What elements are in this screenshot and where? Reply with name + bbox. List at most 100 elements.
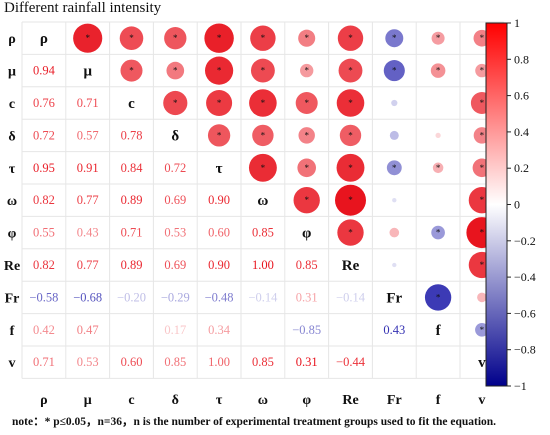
corr-value-f-rho: 0.42	[33, 323, 55, 337]
footnote: note：* p≤0.05，n=36，n is the number of ex…	[12, 416, 497, 428]
corr-value-phi-omega: 0.85	[252, 226, 274, 240]
corr-circle-tau-f	[432, 162, 444, 174]
corr-value-phi-tau: 0.60	[208, 226, 230, 240]
corr-value-v-tau: 1.00	[208, 355, 230, 369]
significance-marker: *	[436, 163, 441, 173]
corr-circle-tau-re	[336, 153, 365, 182]
corr-circle-mu-phi	[300, 63, 314, 78]
corr-value-delta-mu: 0.57	[77, 128, 99, 142]
significance-marker: *	[480, 195, 485, 205]
corr-circle-mu-c	[120, 59, 143, 82]
corr-value-v-rho: 0.71	[33, 355, 55, 369]
row-label-v: v	[9, 356, 16, 371]
significance-marker: *	[392, 33, 397, 43]
significance-marker: *	[348, 228, 353, 238]
corr-circle-delta-re	[339, 124, 362, 147]
corr-circle-omega-phi	[293, 187, 320, 214]
colorbar-tick-label: 0.8	[514, 52, 529, 66]
significance-marker: *	[261, 33, 266, 43]
corr-value-re-tau: 0.90	[208, 258, 230, 272]
significance-marker: *	[480, 163, 485, 173]
significance-marker: *	[348, 66, 353, 76]
corr-circle-delta-omega	[252, 124, 274, 147]
diag-label-phi: φ	[302, 226, 311, 242]
corr-value-fr-rho: −0.58	[29, 290, 58, 304]
colorbar-tick-label: 0.4	[514, 125, 529, 139]
corr-value-c-rho: 0.76	[33, 96, 55, 110]
corr-circle-mu-v	[475, 63, 489, 78]
corr-value-fr-mu: −0.68	[73, 290, 102, 304]
row-label-tau: τ	[9, 162, 16, 177]
significance-marker: *	[348, 195, 353, 205]
significance-marker: *	[480, 325, 485, 335]
corr-value-f-delta: 0.17	[164, 323, 186, 337]
corr-value-v-phi: 0.31	[296, 355, 318, 369]
significance-marker: *	[261, 98, 266, 108]
corr-value-re-delta: 0.69	[164, 258, 186, 272]
corr-value-mu-rho: 0.94	[33, 64, 56, 78]
colorbar-tick-label: 0.2	[514, 161, 529, 175]
significance-marker: *	[261, 66, 266, 76]
corr-value-re-omega: 1.00	[252, 258, 274, 272]
significance-marker: *	[348, 33, 353, 43]
corr-circle-rho-delta	[164, 27, 187, 50]
corr-circle-mu-fr	[383, 60, 405, 82]
colorbar-tick-label: −0.8	[514, 343, 536, 357]
corr-circle-c-tau	[206, 89, 233, 117]
significance-marker: *	[348, 98, 353, 108]
row-label-fr: Fr	[5, 291, 20, 306]
cells: ρ * * * * * * * * * * 0.94 μ * * * * * * * * * 0.76 0.71 c * * * * * *…	[29, 23, 498, 371]
significance-marker: *	[173, 98, 178, 108]
significance-marker: *	[392, 163, 397, 173]
colorbar-tick-label: 1	[514, 16, 520, 30]
significance-marker: *	[173, 66, 178, 76]
corr-value-re-rho: 0.82	[33, 258, 55, 272]
row-label-rho: ρ	[8, 32, 16, 47]
corr-value-f-phi: −0.85	[292, 323, 321, 337]
col-label-delta: δ	[172, 393, 179, 408]
corr-circle-f-v	[475, 322, 489, 337]
corr-value-tau-delta: 0.72	[164, 161, 186, 175]
colorbar-tick-label: −0.6	[514, 306, 536, 320]
corr-circle-mu-delta	[166, 61, 185, 80]
significance-marker: *	[304, 98, 309, 108]
significance-marker: *	[480, 260, 485, 270]
diag-label-mu: μ	[83, 64, 92, 80]
corr-value-tau-rho: 0.95	[33, 161, 55, 175]
colorbar-tick-label: −0.2	[514, 234, 536, 248]
significance-marker: *	[480, 66, 485, 76]
corr-circle-delta-tau	[207, 124, 231, 147]
corr-circle-omega-re	[335, 184, 366, 216]
significance-marker: *	[348, 163, 353, 173]
corr-circle-phi-f	[431, 225, 445, 240]
corr-circle-tau-fr	[386, 160, 402, 176]
corr-value-omega-mu: 0.77	[77, 193, 99, 207]
diag-label-v: v	[478, 355, 486, 371]
colorbar-tick-label: −1	[514, 379, 527, 393]
significance-marker: *	[436, 228, 441, 238]
corr-value-v-delta: 0.85	[164, 355, 186, 369]
corr-value-delta-c: 0.78	[121, 128, 143, 142]
significance-marker: *	[217, 33, 222, 43]
significance-marker: *	[217, 66, 222, 76]
corr-value-phi-mu: 0.43	[77, 226, 99, 240]
corr-circle-re-fr	[392, 262, 397, 268]
corr-value-phi-delta: 0.53	[164, 226, 186, 240]
col-label-c: c	[128, 393, 134, 408]
corr-value-fr-delta: −0.29	[161, 290, 190, 304]
colorbar-tick-label: 0.6	[514, 89, 529, 103]
corr-circle-rho-f	[431, 31, 445, 45]
diag-label-tau: τ	[216, 161, 223, 177]
corr-value-f-fr: 0.43	[383, 323, 405, 337]
corr-value-re-mu: 0.77	[77, 258, 99, 272]
significance-marker: *	[304, 130, 309, 140]
col-label-mu: μ	[84, 393, 92, 408]
corr-circle-omega-f	[436, 198, 441, 203]
significance-marker: *	[129, 33, 134, 43]
corr-value-re-phi: 0.85	[296, 258, 318, 272]
corr-circle-omega-fr	[392, 198, 397, 203]
corr-value-f-re: 0.54	[340, 323, 363, 337]
col-label-tau: τ	[216, 393, 223, 408]
significance-marker: *	[217, 130, 222, 140]
